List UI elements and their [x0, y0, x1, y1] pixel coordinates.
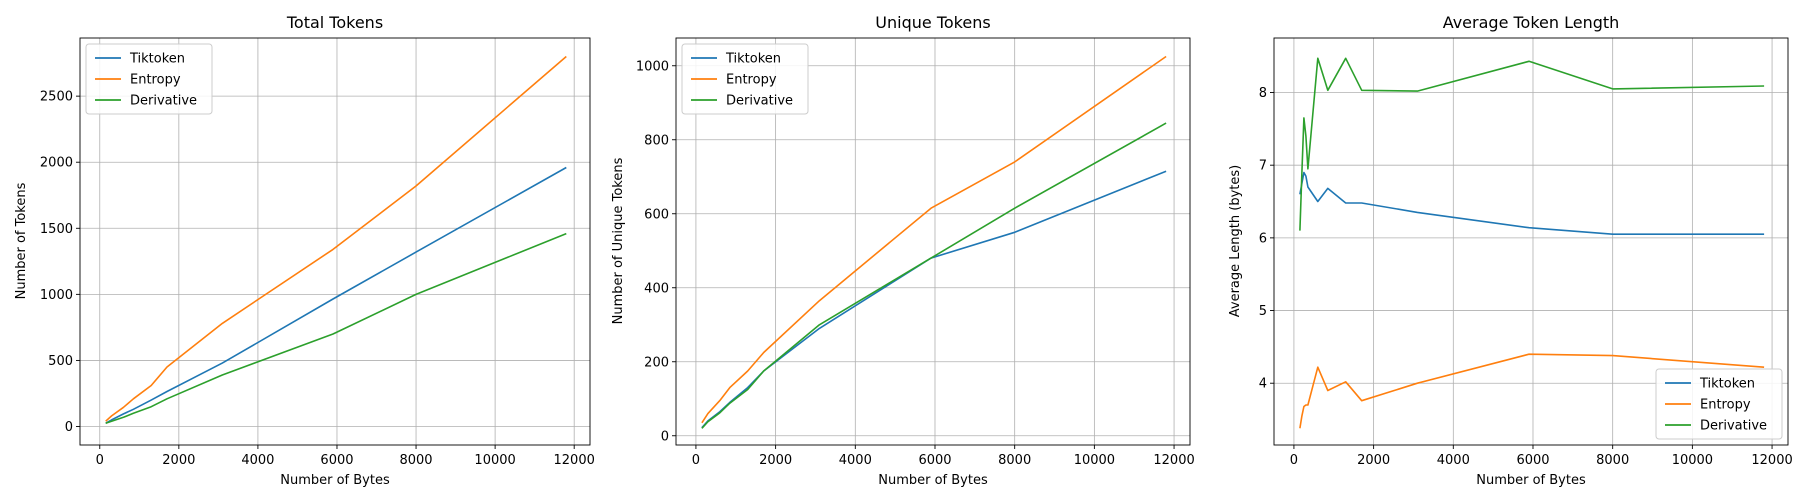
y-tick-label: 0 [65, 420, 73, 435]
x-tick-label: 2000 [162, 453, 195, 468]
legend: Tiktoken Entropy Derivative [681, 43, 809, 115]
x-tick-label: 2000 [1357, 453, 1390, 468]
legend-box [1655, 368, 1783, 440]
x-tick-label: 12000 [554, 453, 595, 468]
series-line-derivative [1299, 57, 1765, 231]
x-tick-label: 4000 [839, 453, 872, 468]
plot-frame [1273, 37, 1789, 446]
series-line-derivative [105, 232, 567, 424]
y-tick-label: 2000 [40, 156, 73, 171]
x-tick-label: 8000 [399, 453, 432, 468]
y-tick-label: 8 [1259, 86, 1267, 101]
chart-title: Average Token Length [1443, 13, 1620, 32]
y-tick-label: 4 [1259, 377, 1267, 392]
x-tick-label: 6000 [320, 453, 353, 468]
y-tick-label: 6 [1259, 231, 1267, 246]
y-tick-label: 1000 [40, 288, 73, 303]
y-tick-label: 400 [644, 281, 669, 296]
y-tick-label: 200 [644, 355, 669, 370]
legend: Tiktoken Entropy Derivative [85, 43, 213, 115]
chart-unique-tokens: Unique Tokens Number of Bytes Number of … [611, 13, 1195, 488]
x-tick-label: 6000 [1516, 453, 1549, 468]
x-tick-label: 0 [692, 453, 700, 468]
y-axis-label: Average Length (bytes) [1228, 165, 1243, 317]
y-tick-label: 2500 [40, 90, 73, 105]
legend-box [681, 43, 809, 115]
x-tick-label: 0 [1290, 453, 1298, 468]
legend-box [85, 43, 213, 115]
x-tick-label: 8000 [1596, 453, 1629, 468]
series-line-tiktoken [105, 166, 567, 424]
chart-total-tokens: Total Tokens Number of Bytes Number of T… [14, 13, 595, 488]
x-tick-label: 12000 [1751, 453, 1792, 468]
legend-label-derivative: Derivative [1700, 419, 1767, 434]
y-tick-label: 7 [1259, 159, 1267, 174]
y-axis-label: Number of Unique Tokens [611, 157, 626, 324]
legend-label-entropy: Entropy [1700, 398, 1751, 413]
series-line-entropy [701, 55, 1167, 424]
grid [676, 38, 1190, 445]
chart-average-token-length: Average Token Length Number of Bytes Ave… [1228, 13, 1793, 488]
legend-label-tiktoken: Tiktoken [725, 52, 781, 67]
y-tick-label: 600 [644, 207, 669, 222]
y-tick-label: 0 [661, 429, 669, 444]
x-tick-label: 10000 [474, 453, 515, 468]
series-line-entropy [105, 55, 567, 422]
legend-label-entropy: Entropy [130, 73, 181, 88]
x-tick-label: 10000 [1672, 453, 1713, 468]
legend-label-derivative: Derivative [726, 94, 793, 109]
series-line-derivative [701, 122, 1167, 429]
legend-label-derivative: Derivative [130, 94, 197, 109]
plot-frame [79, 37, 591, 446]
x-axis-label: Number of Bytes [878, 473, 988, 488]
x-tick-label: 12000 [1153, 453, 1194, 468]
chart-title: Total Tokens [286, 13, 383, 32]
legend-label-tiktoken: Tiktoken [129, 52, 185, 67]
y-tick-label: 5 [1259, 304, 1267, 319]
x-tick-label: 10000 [1074, 453, 1115, 468]
y-tick-label: 1000 [636, 59, 669, 74]
plot-frame [675, 37, 1191, 446]
x-axis-label: Number of Bytes [280, 473, 390, 488]
y-tick-label: 500 [48, 354, 73, 369]
x-tick-label: 4000 [1437, 453, 1470, 468]
x-tick-label: 4000 [241, 453, 274, 468]
legend: Tiktoken Entropy Derivative [1655, 368, 1783, 440]
x-tick-label: 0 [96, 453, 104, 468]
legend-label-entropy: Entropy [726, 73, 777, 88]
x-axis-label: Number of Bytes [1476, 473, 1586, 488]
legend-label-tiktoken: Tiktoken [1699, 377, 1755, 392]
y-tick-label: 800 [644, 133, 669, 148]
series-line-entropy [1299, 353, 1765, 429]
chart-title: Unique Tokens [875, 13, 990, 32]
x-tick-label: 8000 [998, 453, 1031, 468]
y-axis-label: Number of Tokens [14, 182, 29, 299]
series-line-tiktoken [1299, 171, 1765, 235]
x-tick-label: 6000 [918, 453, 951, 468]
x-tick-label: 2000 [759, 453, 792, 468]
y-tick-label: 1500 [40, 222, 73, 237]
